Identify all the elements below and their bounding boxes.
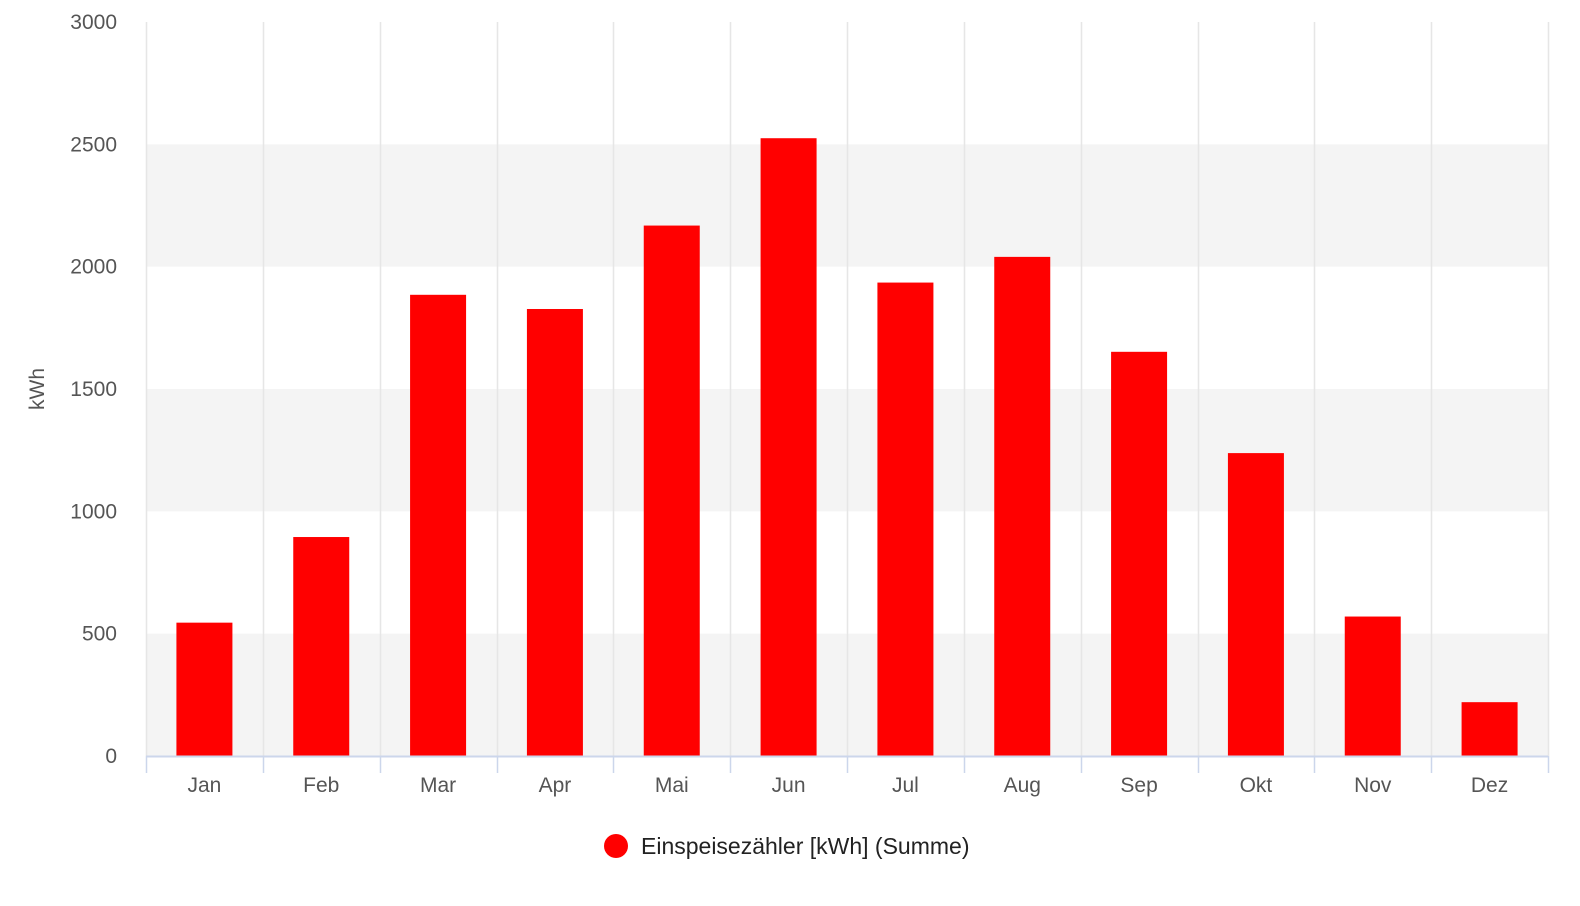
bar-mai[interactable] bbox=[643, 225, 700, 756]
bar-nov[interactable] bbox=[1344, 616, 1401, 756]
x-tick-label: Feb bbox=[303, 774, 339, 797]
bar-apr[interactable] bbox=[526, 308, 583, 756]
y-tick-label: 2000 bbox=[70, 256, 117, 279]
x-tick-label: Nov bbox=[1354, 774, 1392, 797]
bar-feb[interactable] bbox=[293, 537, 350, 756]
y-tick-label: 0 bbox=[105, 745, 117, 768]
x-tick-label: Mai bbox=[655, 774, 689, 797]
vertical-gridlines bbox=[145, 22, 1550, 756]
y-axis-title: kWh bbox=[26, 368, 49, 410]
x-tick-label: Apr bbox=[539, 774, 572, 797]
bar-jun[interactable] bbox=[760, 138, 817, 756]
legend-label[interactable]: Einspeisezähler [kWh] (Summe) bbox=[641, 833, 970, 859]
bar-mar[interactable] bbox=[410, 294, 467, 756]
x-axis: Jan Feb Mar Apr Mai Jun Jul Aug Sep Okt Nov Dez bbox=[145, 755, 1550, 797]
y-tick-label: 500 bbox=[82, 623, 117, 646]
y-tick-label: 3000 bbox=[70, 11, 117, 34]
x-tick-label: Mar bbox=[420, 774, 456, 797]
bar-aug[interactable] bbox=[994, 256, 1051, 756]
y-tick-label: 1000 bbox=[70, 500, 117, 523]
bar-jan[interactable] bbox=[176, 622, 233, 756]
y-tick-label: 2500 bbox=[70, 133, 117, 156]
x-tick-label: Jan bbox=[187, 774, 221, 797]
bar-sep[interactable] bbox=[1111, 351, 1168, 756]
bar-jul[interactable] bbox=[877, 282, 934, 756]
x-tick-label: Jun bbox=[772, 774, 806, 797]
legend-marker[interactable] bbox=[604, 834, 628, 858]
x-tick-label: Jul bbox=[892, 774, 919, 797]
x-tick-label: Okt bbox=[1240, 774, 1273, 797]
bar-okt[interactable] bbox=[1227, 453, 1284, 756]
y-tick-label: 1500 bbox=[70, 378, 117, 401]
bar-series[interactable] bbox=[176, 138, 1518, 756]
x-tick-label: Aug bbox=[1004, 774, 1041, 797]
legend[interactable]: Einspeisezähler [kWh] (Summe) bbox=[604, 833, 970, 859]
bar-dez[interactable] bbox=[1461, 702, 1518, 756]
y-axis: 0 500 1000 1500 2000 2500 3000 bbox=[70, 11, 117, 768]
x-tick-label: Dez bbox=[1471, 774, 1508, 797]
x-tick-label: Sep bbox=[1120, 774, 1157, 797]
